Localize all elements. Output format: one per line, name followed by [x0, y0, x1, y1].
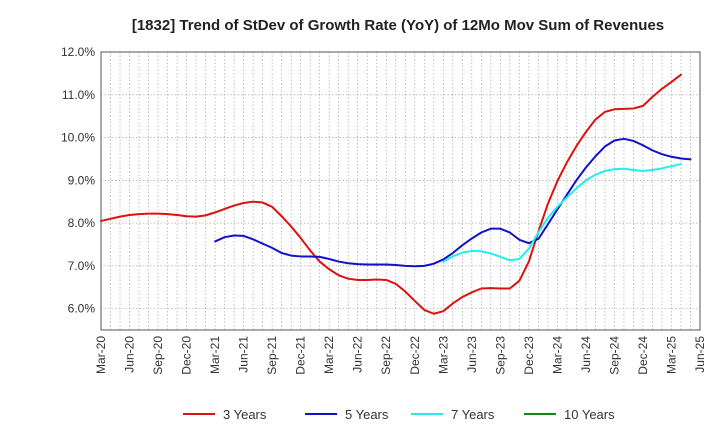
y-tick-label: 11.0% [62, 88, 95, 102]
legend-label: 10 Years [564, 407, 615, 422]
x-tick-label: Jun-24 [579, 336, 593, 373]
legend-label: 5 Years [345, 407, 389, 422]
y-tick-label: 12.0% [61, 45, 95, 59]
x-tick-label: Jun-25 [693, 336, 707, 373]
x-tick-label: Jun-21 [237, 336, 251, 373]
y-tick-label: 8.0% [68, 216, 96, 230]
series-lines [100, 73, 692, 315]
x-axis: Mar-20 Jun-20 Sep-20 Dec-20 Mar-21 Jun-21 Sep-… [94, 336, 707, 375]
x-tick-label: Jun-23 [465, 336, 479, 373]
x-tick-label: Sep-23 [493, 336, 507, 375]
y-axis: 6.0% 7.0% 8.0% 9.0% 10.0% 11.0% 12.0% [61, 45, 95, 316]
x-tick-label: Mar-21 [208, 336, 222, 374]
x-tick-label: Dec-20 [180, 336, 194, 375]
x-tick-label: Jun-20 [123, 336, 137, 373]
x-tick-label: Mar-25 [664, 336, 678, 374]
x-tick-label: Dec-23 [522, 336, 536, 375]
x-tick-label: Mar-22 [322, 336, 336, 374]
x-tick-label: Sep-20 [151, 336, 165, 375]
x-tick-label: Sep-24 [607, 336, 621, 375]
y-tick-label: 7.0% [68, 259, 96, 273]
legend: 3 Years 5 Years 7 Years 10 Years [183, 407, 615, 422]
x-tick-label: Sep-21 [265, 336, 279, 375]
x-tick-label: Dec-21 [294, 336, 308, 375]
series-line-5-years [214, 137, 692, 268]
plot-frame [100, 51, 701, 331]
chart-title: [1832] Trend of StDev of Growth Rate (Yo… [132, 17, 664, 34]
legend-label: 3 Years [223, 407, 267, 422]
grid [100, 51, 701, 330]
y-tick-label: 10.0% [61, 131, 95, 145]
x-tick-label: Jun-22 [351, 336, 365, 373]
legend-label: 7 Years [451, 407, 495, 422]
x-tick-label: Mar-23 [436, 336, 450, 374]
y-tick-label: 9.0% [68, 173, 96, 187]
x-tick-label: Dec-24 [636, 336, 650, 375]
x-tick-label: Dec-22 [408, 336, 422, 375]
x-tick-label: Sep-22 [379, 336, 393, 375]
y-tick-label: 6.0% [68, 302, 96, 316]
x-tick-label: Mar-20 [94, 336, 108, 374]
x-tick-label: Mar-24 [550, 336, 564, 374]
series-line-7-years [442, 163, 682, 263]
series-line-3-years [100, 73, 682, 315]
